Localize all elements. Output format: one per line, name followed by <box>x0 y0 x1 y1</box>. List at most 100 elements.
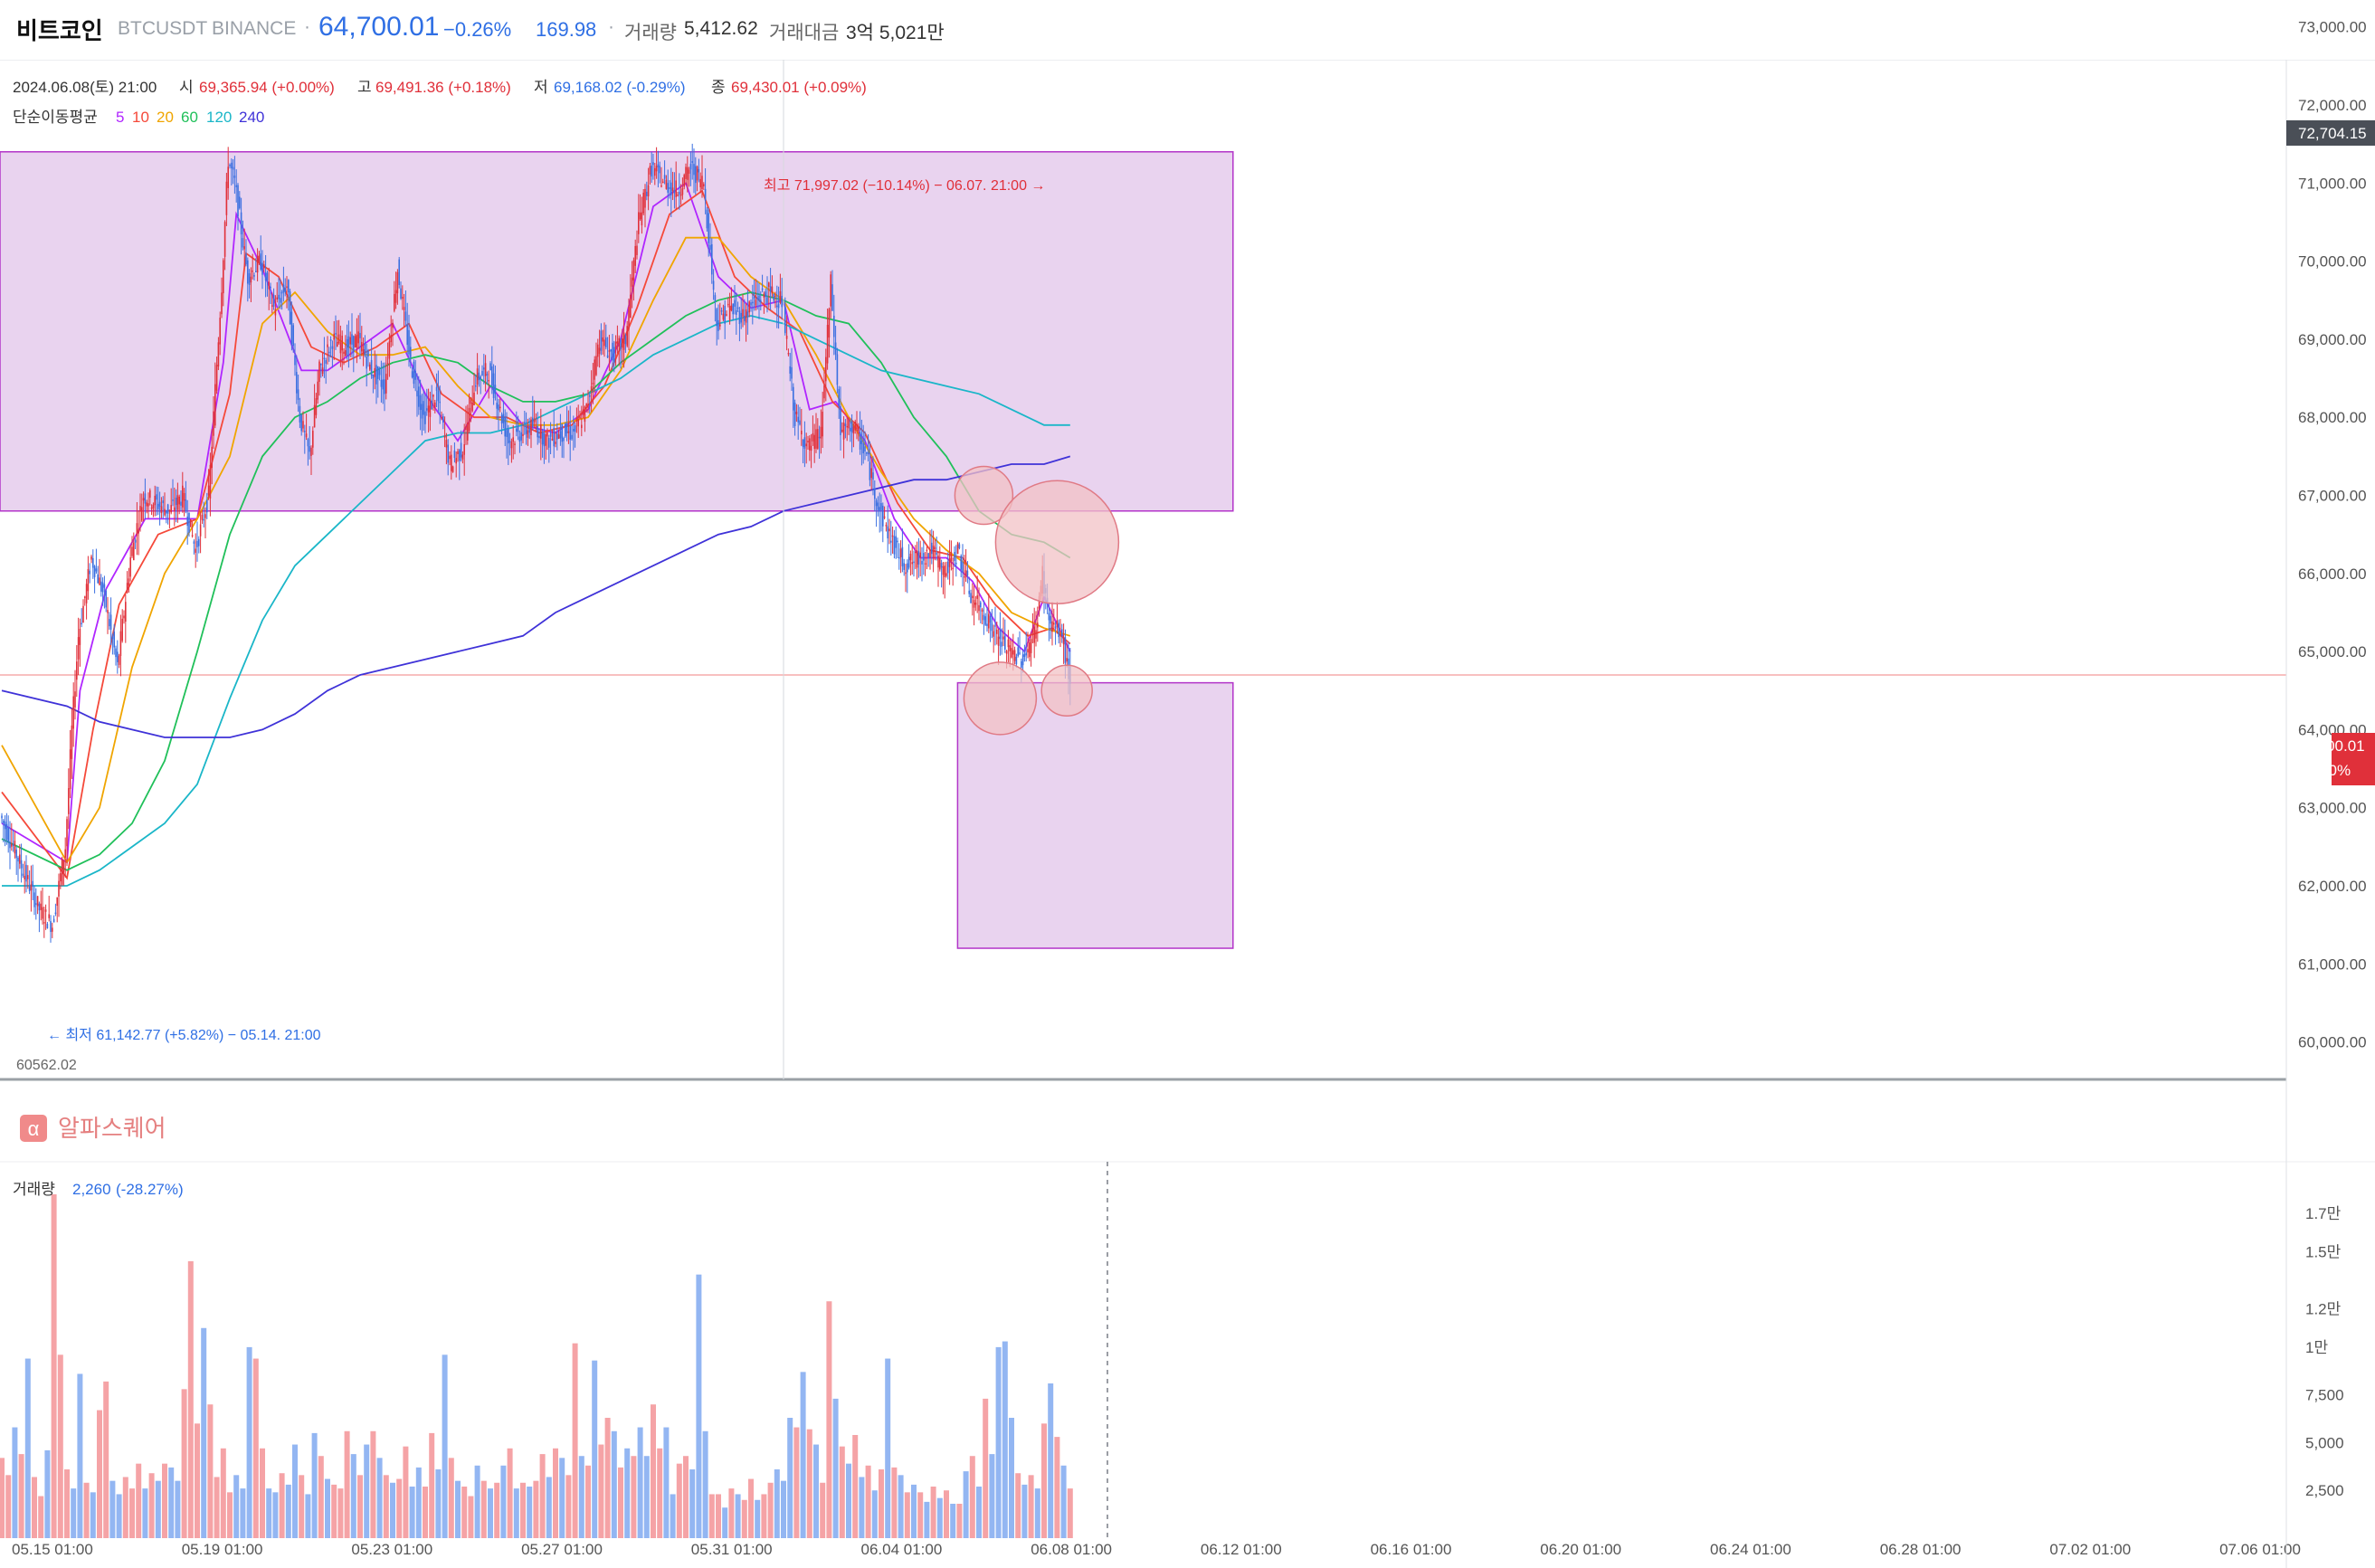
candle-body <box>410 347 412 357</box>
candle-body <box>20 860 23 869</box>
candle-body <box>280 298 281 303</box>
candle-body <box>636 245 638 255</box>
candle-body <box>983 614 985 621</box>
last-price-value: 64,700.01 <box>2296 737 2365 755</box>
candle-body <box>413 361 415 385</box>
candle-body <box>926 549 928 552</box>
candle-body <box>193 541 195 544</box>
candle-body <box>60 873 62 882</box>
candle-body <box>774 295 776 298</box>
candle-body <box>791 366 793 379</box>
candle-body <box>42 907 43 919</box>
candle-body <box>512 437 514 442</box>
volume-bar <box>364 1444 370 1538</box>
candle-body <box>233 176 236 178</box>
volume-bar <box>565 1475 572 1538</box>
candle-body <box>196 540 198 547</box>
candle-body <box>541 432 544 445</box>
price-tick-label: 70,000.00 <box>2298 253 2367 271</box>
candle-body <box>869 461 871 480</box>
candle-body <box>581 424 583 429</box>
candle-body <box>610 349 612 352</box>
candle-body <box>838 388 840 406</box>
candle-body <box>496 403 498 409</box>
volume-bar <box>12 1427 18 1538</box>
candle-body <box>160 506 163 514</box>
volume-bar <box>513 1488 519 1538</box>
watermark-text: 알파스퀘어 <box>58 1115 166 1142</box>
candle-body <box>1056 620 1059 627</box>
chart-header: 비트코인 BTCUSDT BINANCE · 64,700.01 −0.26% … <box>0 0 2375 61</box>
candle-body <box>156 494 157 500</box>
volume-bar <box>279 1473 285 1538</box>
candle-body <box>989 615 992 623</box>
candle-body <box>549 432 552 437</box>
volume-bar <box>793 1427 800 1538</box>
volume-bar <box>1067 1488 1073 1538</box>
candle-body <box>823 385 825 399</box>
volume-bar <box>488 1488 493 1538</box>
candle-body <box>370 359 373 376</box>
candle-body <box>52 927 53 932</box>
candle-body <box>206 499 208 513</box>
candle-body <box>506 430 508 437</box>
candle-body <box>522 433 524 436</box>
candle-body <box>561 423 563 442</box>
candle-body <box>74 691 76 708</box>
candle-body <box>1 815 3 819</box>
candle-body <box>659 166 660 174</box>
candle-body <box>825 356 827 382</box>
candle-body <box>323 357 326 359</box>
price-tick-label: 65,000.00 <box>2298 643 2367 660</box>
candle-body <box>687 166 689 180</box>
candle-body <box>818 436 821 439</box>
volume-bar <box>396 1478 403 1538</box>
volume-bar <box>370 1430 376 1538</box>
candle-body <box>286 286 288 289</box>
candle-body <box>594 359 595 380</box>
volume-bar <box>1009 1418 1014 1538</box>
candle-body <box>888 528 890 532</box>
candle-body <box>826 325 829 364</box>
candle-body <box>394 290 397 303</box>
candle-body <box>836 354 839 385</box>
candle-body <box>81 622 82 624</box>
volume-bar <box>839 1446 845 1538</box>
candle-body <box>123 615 125 619</box>
time-tick-label: 06.28 01:00 <box>1880 1541 1962 1558</box>
candle-body <box>631 277 633 287</box>
candle-body <box>498 404 499 411</box>
volume-bar <box>51 1194 57 1538</box>
candle-body <box>50 920 52 933</box>
candle-body <box>488 379 489 382</box>
ma-legend-5: 5 <box>116 109 124 126</box>
candle-body <box>149 489 151 499</box>
volume-bar <box>57 1354 63 1538</box>
volume-legend-change: (-28.27%) <box>116 1181 184 1198</box>
candle-body <box>357 331 359 344</box>
candle-body <box>451 454 452 471</box>
volume-bar <box>995 1346 1002 1538</box>
candle-body <box>654 167 656 176</box>
candle-body <box>703 184 705 186</box>
candle-body <box>986 623 988 626</box>
volume-bar <box>637 1427 643 1538</box>
candle-body <box>274 309 277 316</box>
candle-body <box>947 561 949 574</box>
candle-body <box>781 295 783 308</box>
candle-body <box>984 616 986 625</box>
candle-body <box>437 390 440 402</box>
candle-body <box>229 165 231 166</box>
volume-bar <box>781 1480 786 1538</box>
time-axis: 05.15 01:00 05.19 01:00 05.23 01:00 05.27 0… <box>12 1541 2301 1558</box>
volume-legend-value: 2,260 <box>72 1181 111 1198</box>
volume-bar <box>539 1454 546 1538</box>
candle-body <box>651 166 652 177</box>
candle-body <box>101 582 104 593</box>
candle-body <box>815 429 817 449</box>
candle-body <box>90 556 92 560</box>
candle-body <box>698 168 700 173</box>
candle-body <box>278 294 280 299</box>
candle-body <box>852 426 855 434</box>
